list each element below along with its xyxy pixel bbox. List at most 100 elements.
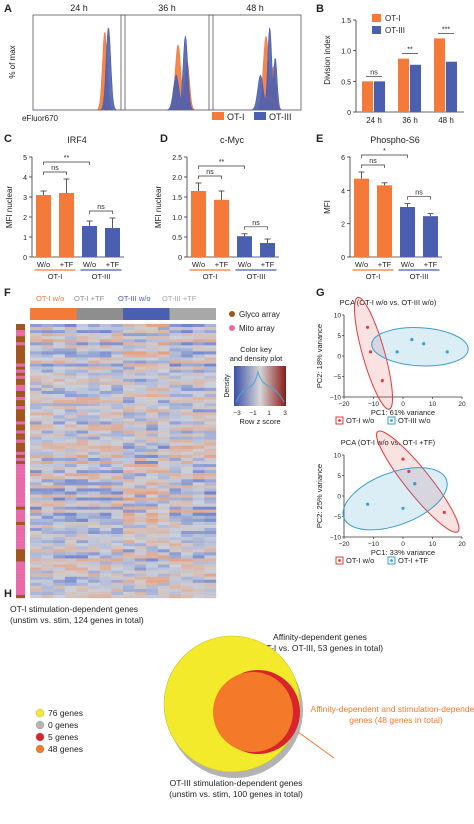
- heatmap-cell: [169, 433, 182, 437]
- heatmap-cell: [157, 552, 170, 556]
- heatmap-cell: [157, 424, 170, 428]
- heatmap-cell: [53, 461, 66, 465]
- heatmap-cell: [204, 534, 217, 538]
- heatmap-cell: [204, 540, 217, 544]
- y-axis-label-a: % of max: [8, 45, 17, 78]
- heatmap-cell: [111, 336, 124, 340]
- heatmap-cell: [134, 351, 147, 355]
- heatmap-cell: [146, 537, 159, 541]
- heatmap-cell: [30, 457, 42, 462]
- heatmap-cell: [99, 549, 112, 553]
- heatmap-cell: [169, 427, 182, 431]
- heatmap-cell: [123, 397, 135, 401]
- heatmap-cell: [204, 564, 217, 568]
- heatmap-cell: [157, 588, 170, 593]
- heatmap-cell: [204, 409, 217, 413]
- heatmap-cell: [64, 336, 77, 340]
- heatmap-cell: [181, 552, 193, 556]
- legend-swatch-dot: [338, 559, 341, 562]
- row-annotation: [16, 534, 25, 538]
- heatmap-cell: [88, 470, 100, 474]
- heatmap-cell: [64, 375, 77, 379]
- heatmap-cell: [146, 360, 159, 364]
- heatmap-cell: [76, 552, 89, 556]
- heatmap-cell: [88, 400, 100, 404]
- heatmap-cell: [64, 476, 77, 480]
- heatmap-cell: [181, 591, 193, 596]
- heatmap-cell: [146, 375, 159, 379]
- color-key-ylabel: Density: [224, 374, 231, 398]
- row-annotation: [16, 433, 25, 437]
- heatmap-cell: [146, 381, 159, 386]
- heatmap-cell: [76, 363, 89, 367]
- heatmap-cell: [192, 327, 205, 331]
- heatmap-cell: [111, 543, 124, 547]
- histogram-ot-i: [209, 35, 301, 111]
- heatmap-cell: [146, 384, 159, 389]
- heatmap-cell: [99, 588, 112, 593]
- heatmap-cell: [64, 384, 77, 389]
- scatter-point: [401, 506, 405, 510]
- heatmap-cell: [192, 485, 205, 489]
- legend-label-glyco: Glyco array: [239, 310, 280, 319]
- heatmap-cell: [123, 479, 135, 483]
- heatmap-cell: [30, 521, 42, 526]
- heatmap-cell: [53, 397, 66, 401]
- heatmap-cell: [76, 409, 89, 413]
- heatmap-cell: [123, 384, 135, 389]
- histogram-ot-iii: [209, 27, 301, 111]
- heatmap-cell: [30, 503, 42, 507]
- row-annotation: [16, 442, 25, 446]
- heatmap-cell: [204, 467, 217, 471]
- heatmap-cell: [181, 339, 193, 343]
- scatter-point: [366, 502, 370, 506]
- y-axis-label: PC2: 18% variance: [315, 324, 324, 388]
- heatmap-cell: [192, 339, 205, 343]
- y-tick-label: 5: [337, 333, 341, 340]
- heatmap-cell: [41, 387, 54, 392]
- heatmap-cell: [88, 427, 100, 431]
- heatmap-cell: [192, 378, 205, 383]
- heatmap-cell: [146, 594, 159, 599]
- heatmap-cell: [204, 555, 217, 559]
- heatmap-cell: [88, 354, 100, 358]
- heatmap-cell: [204, 366, 217, 370]
- heatmap-cell: [192, 336, 205, 340]
- heatmap-cell: [53, 424, 66, 428]
- heatmap-cell: [99, 348, 112, 352]
- column-group-bar: [30, 308, 77, 320]
- heatmap-cell: [169, 336, 182, 340]
- heatmap-cell: [99, 366, 112, 370]
- heatmap-cell: [41, 567, 54, 571]
- heatmap-cell: [169, 348, 182, 352]
- heatmap-cell: [146, 503, 159, 507]
- heatmap-cell: [99, 573, 112, 577]
- heatmap-cell: [76, 327, 89, 331]
- heatmap-cell: [192, 433, 205, 437]
- heatmap-cell: [64, 473, 77, 477]
- heatmap-cell: [64, 585, 77, 590]
- heatmap-cell: [53, 579, 66, 583]
- heatmap-cell: [41, 336, 54, 340]
- heatmap-cell: [134, 381, 147, 386]
- heatmap-cell: [64, 418, 77, 422]
- heatmap-cell: [192, 588, 205, 593]
- legend-swatch: [387, 556, 396, 565]
- heatmap-cell: [192, 421, 205, 425]
- heatmap-cell: [192, 497, 205, 501]
- heatmap-cell: [76, 485, 89, 489]
- heatmap-cell: [169, 552, 182, 556]
- heatmap-cell: [146, 500, 159, 504]
- heatmap-cell: [64, 454, 77, 459]
- heatmap-cell: [146, 518, 159, 523]
- row-annotation: [16, 424, 25, 428]
- heatmap-cell: [157, 412, 170, 416]
- x-tick-label: W/o: [238, 260, 251, 269]
- heatmap-cell: [146, 494, 159, 498]
- heatmap-cell: [99, 473, 112, 477]
- row-annotation: [16, 378, 25, 383]
- y-tick-label: 2: [341, 222, 345, 229]
- bar: [260, 243, 275, 257]
- heatmap-cell: [53, 476, 66, 480]
- heatmap-cell: [157, 390, 170, 395]
